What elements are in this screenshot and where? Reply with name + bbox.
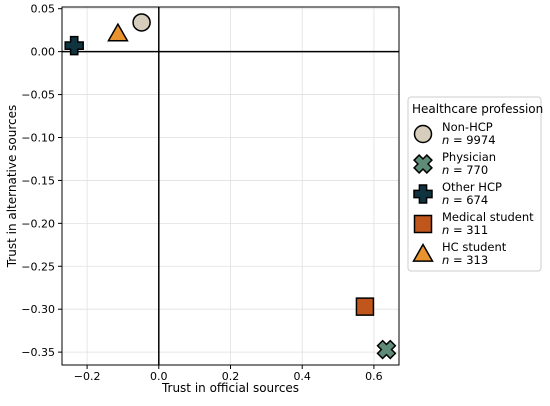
- y-tick-label: −0.15: [21, 174, 55, 187]
- legend-box: [407, 96, 542, 272]
- legend-label-non-hcp: Non-HCP: [442, 120, 493, 134]
- legend-label-hc-student: HC student: [442, 240, 507, 254]
- legend-label-physician: Physician: [442, 150, 496, 164]
- point-hc-student: [107, 22, 129, 42]
- point-non-hcp: [132, 13, 151, 32]
- reference-lines: [62, 7, 399, 365]
- legend-marker-other-hcp: [413, 184, 433, 204]
- y-tick-label: −0.20: [21, 217, 55, 230]
- x-tick-label: 0.6: [365, 370, 383, 383]
- ticks: −0.2 0.0 0.2 0.4 0.6 0.05 0.00 −0.05 −0.10 −0.15 −…: [21, 3, 382, 383]
- x-tick-label: 0.2: [222, 370, 240, 383]
- legend-n-physician: n = 770: [442, 163, 488, 177]
- y-tick-label: −0.30: [21, 303, 55, 316]
- y-tick-label: −0.25: [21, 260, 55, 273]
- x-tick-label: −0.2: [74, 370, 101, 383]
- y-tick-label: 0.00: [31, 46, 56, 59]
- legend-title: Healthcare profession: [412, 102, 543, 116]
- x-tick-label: 0.0: [150, 370, 168, 383]
- legend-label-other-hcp: Other HCP: [442, 180, 502, 194]
- point-other-hcp: [64, 35, 84, 56]
- legend-marker-medical-student: [413, 214, 433, 234]
- legend-marker-non-hcp: [413, 124, 433, 144]
- legend-marker-physician: [413, 154, 433, 174]
- x-tick-label: 0.4: [293, 370, 311, 383]
- legend-n-other-hcp: n = 674: [442, 193, 488, 207]
- point-physician: [376, 339, 397, 360]
- y-tick-label: −0.10: [21, 131, 55, 144]
- y-axis-label: Trust in alternative sources: [5, 105, 19, 269]
- legend-n-hc-student: n = 313: [442, 253, 488, 267]
- y-tick-label: −0.35: [21, 346, 55, 359]
- legend-label-medical-student: Medical student: [442, 210, 534, 224]
- data-points: [64, 13, 397, 360]
- point-medical-student: [355, 297, 375, 316]
- x-axis-label: Trust in official sources: [161, 381, 299, 395]
- legend-marker-hc-student: [412, 242, 434, 262]
- grid: [62, 7, 399, 365]
- y-tick-label: −0.05: [21, 89, 55, 102]
- legend-n-medical-student: n = 311: [442, 223, 488, 237]
- y-tick-label: 0.05: [31, 3, 56, 16]
- legend-n-non-hcp: n = 9974: [442, 133, 496, 147]
